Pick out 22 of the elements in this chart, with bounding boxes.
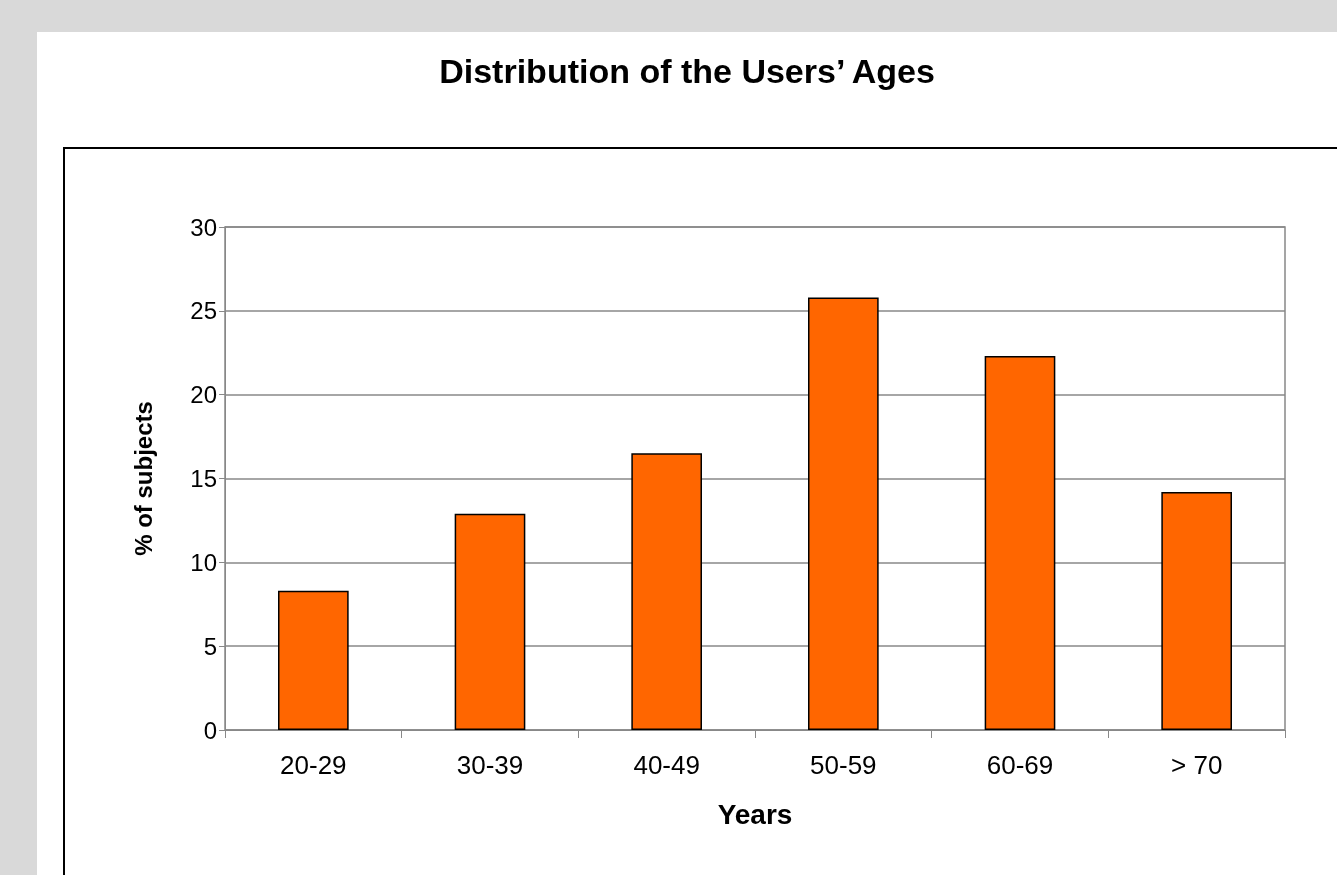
- bar: [631, 453, 702, 730]
- y-axis-title: % of subjects: [129, 401, 157, 556]
- bar: [278, 590, 349, 730]
- y-tick-label: 25: [190, 297, 217, 325]
- y-tick-label: 30: [190, 213, 217, 241]
- chart-title: Distribution of the Users’ Ages: [438, 52, 936, 91]
- y-tick-label: 10: [190, 548, 217, 576]
- x-tick-label: 60-69: [986, 750, 1054, 780]
- y-tick-label: 5: [203, 632, 217, 660]
- x-tick-label: 50-59: [810, 750, 877, 780]
- bar: [808, 297, 879, 730]
- y-tick-label: 20: [190, 381, 217, 409]
- x-tick-label: 40-49: [633, 750, 700, 780]
- bar: [454, 513, 526, 730]
- y-tick-label: 0: [203, 716, 217, 744]
- bar: [984, 356, 1056, 730]
- x-tick-label: 20-29: [280, 750, 347, 780]
- bar: [1161, 491, 1232, 730]
- x-tick-label: 30-39: [456, 750, 524, 780]
- y-tick-label: 15: [190, 465, 217, 492]
- x-axis-title: Years: [717, 798, 793, 830]
- x-tick-label: > 70: [1171, 750, 1223, 780]
